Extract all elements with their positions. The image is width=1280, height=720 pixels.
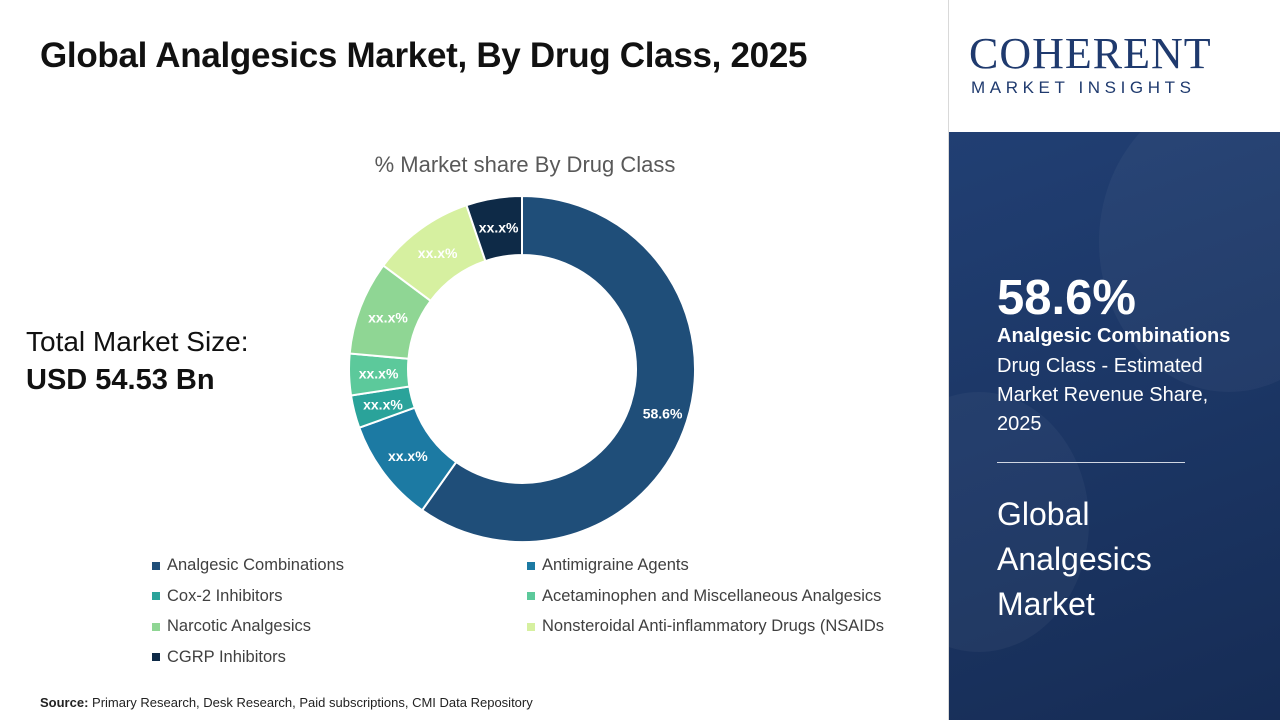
slice-label: xx.x% <box>359 366 399 382</box>
legend-swatch <box>152 653 160 661</box>
source-note: Source: Primary Research, Desk Research,… <box>40 695 533 710</box>
legend-swatch <box>152 561 160 570</box>
total-market-value: USD 54.53 Bn <box>26 364 215 396</box>
legend-item: Cox-2 Inhibitors <box>152 587 283 606</box>
source-label: Source: <box>40 695 89 710</box>
main-panel: Global Analgesics Market, By Drug Class,… <box>26 0 949 720</box>
legend-label: Analgesic Combinations <box>167 556 345 574</box>
logo-tagline: MARKET INSIGHTS <box>971 78 1196 97</box>
legend-item: Acetaminophen and Miscellaneous Analgesi… <box>527 587 881 606</box>
legend-label: Nonsteroidal Anti-inflammatory Drugs (NS… <box>542 617 885 635</box>
legend-swatch <box>527 592 535 600</box>
page-title: Global Analgesics Market, By Drug Class,… <box>40 36 808 75</box>
slice-label: 58.6% <box>643 406 683 422</box>
legend-label: Antimigraine Agents <box>542 556 689 574</box>
legend-swatch <box>527 561 535 570</box>
donut-slice <box>420 194 696 543</box>
legend-item: Nonsteroidal Anti-inflammatory Drugs (NS… <box>527 617 884 636</box>
legend-swatch <box>152 622 160 631</box>
donut-chart: 58.6% xx.x% xx.x% xx.x% xx.x% xx.x% xx.x% <box>348 194 696 543</box>
source-text: Primary Research, Desk Research, Paid su… <box>92 695 533 710</box>
highlight-percent: 58.6% <box>997 271 1136 325</box>
slice-label: xx.x% <box>388 448 428 464</box>
legend-swatch <box>527 622 535 631</box>
divider <box>997 462 1185 463</box>
legend-label: CGRP Inhibitors <box>167 647 286 666</box>
side-panel: COHERENT MARKET INSIGHTS 58.6% Analgesic… <box>949 0 1280 720</box>
legend-item: Analgesic Combinations <box>152 556 344 575</box>
legend-swatch <box>152 592 160 600</box>
slice-label: xx.x% <box>363 397 403 413</box>
legend-label: Narcotic Analgesics <box>167 617 311 635</box>
legend-item: CGRP Inhibitors <box>152 648 286 667</box>
chart-title: % Market share By Drug Class <box>374 152 676 177</box>
legend-item: Narcotic Analgesics <box>152 617 311 636</box>
highlight-market-name: Global Analgesics Market <box>997 496 1152 622</box>
slice-label: xx.x% <box>418 245 458 261</box>
legend-label: Acetaminophen and Miscellaneous Analgesi… <box>542 586 882 605</box>
highlight-description: Drug Class - Estimated Market Revenue Sh… <box>997 355 1209 435</box>
slice-label: xx.x% <box>479 219 519 235</box>
legend-item: Antimigraine Agents <box>527 556 689 575</box>
highlight-segment: Analgesic Combinations <box>997 325 1231 347</box>
slice-label: xx.x% <box>368 310 408 326</box>
logo: COHERENT MARKET INSIGHTS <box>949 0 1280 132</box>
highlight-panel: 58.6% Analgesic Combinations Drug Class … <box>949 132 1280 720</box>
total-market-label: Total Market Size: <box>26 326 249 357</box>
legend-label: Cox-2 Inhibitors <box>167 586 283 605</box>
logo-wordmark: COHERENT <box>969 29 1212 78</box>
donut-slice <box>465 194 523 263</box>
